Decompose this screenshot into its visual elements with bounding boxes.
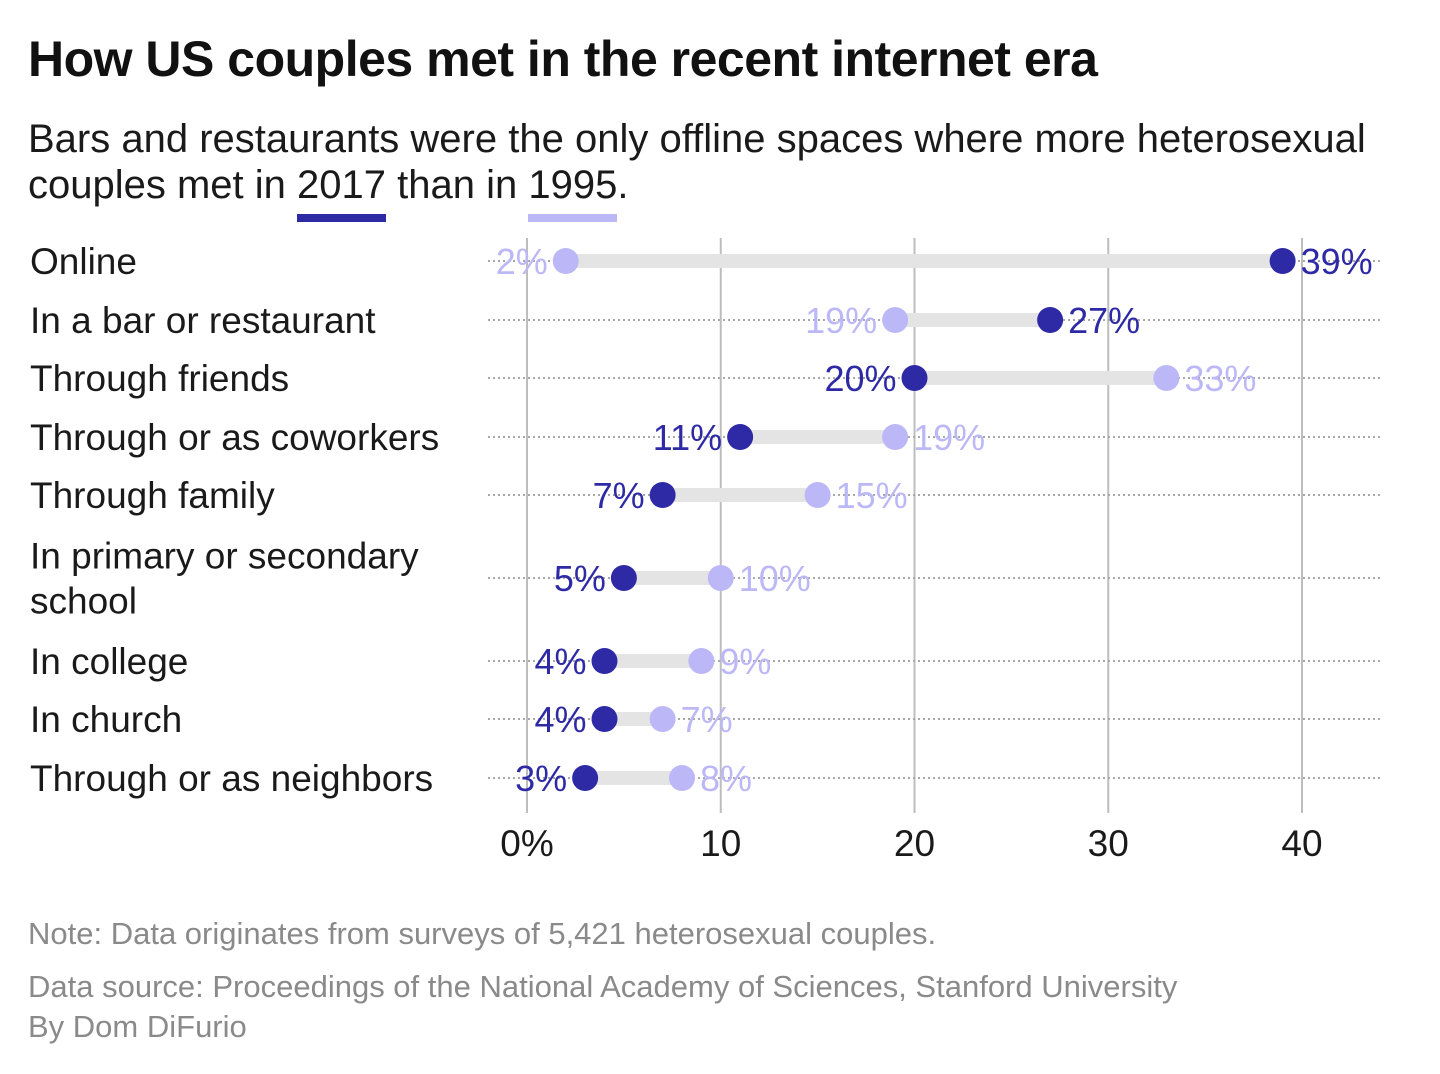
dot-1995 [804,482,831,508]
dot-2017 [591,648,618,674]
value-label-1995: 15% [836,475,908,516]
value-label-1995: 2% [496,241,548,282]
value-label-1995: 10% [739,558,811,599]
value-label-2017: 5% [554,558,606,599]
dot-1995 [688,648,715,674]
value-label-2017: 3% [515,758,567,799]
dot-2017 [1269,248,1296,274]
chart-title: How US couples met in the recent interne… [28,31,1098,87]
category-label: school [30,581,137,622]
value-label-1995: 8% [700,758,752,799]
value-label-1995: 9% [719,641,771,682]
category-label: Through family [30,475,275,516]
value-label-2017: 7% [593,475,645,516]
value-label-2017: 11% [653,417,722,458]
dot-1995 [552,248,579,274]
subtitle-text-end: . [617,163,629,207]
value-label-2017: 4% [534,699,586,740]
dot-2017 [649,482,676,508]
value-label-2017: 4% [534,641,586,682]
dumbbell-chart: 0% 10 20 30 40 Online 2% 39% In a bar or restaur… [30,238,1382,864]
dot-1995 [669,765,695,791]
value-label-1995: 19% [913,417,985,458]
category-label: Through friends [30,358,289,399]
category-label: Online [30,241,137,282]
dot-2017 [1037,307,1064,333]
dot-1995 [707,565,734,591]
value-label-2017: 27% [1068,300,1140,341]
dot-1995 [649,706,676,732]
chart-subtitle: Bars and restaurants were the only offli… [28,116,1408,222]
dot-1995 [1153,365,1180,391]
legend-year-1995: 1995 [528,163,618,222]
dot-2017 [591,706,618,732]
dot-1995 [882,424,909,450]
value-label-2017: 39% [1301,241,1373,282]
dot-2017 [610,565,637,591]
x-tick-label: 20 [894,823,935,864]
dot-2017 [901,365,928,391]
x-tick-label: 10 [700,823,741,864]
legend-year-2017: 2017 [297,163,387,222]
category-label: Through or as neighbors [30,758,433,799]
category-label: In church [30,699,182,740]
x-tick-label: 40 [1281,823,1322,864]
category-label: In a bar or restaurant [30,300,376,341]
footer-source: Data source: Proceedings of the National… [28,969,1178,1004]
category-label: In college [30,641,188,682]
category-label: In primary or secondary [30,536,419,577]
subtitle-text-start: Bars and restaurants were the only offli… [28,117,1366,207]
x-tick-label: 30 [1088,823,1129,864]
value-label-2017: 20% [824,358,896,399]
footer-byline: By Dom DiFurio [28,1009,247,1044]
subtitle-text-middle: than in [386,163,529,207]
dot-2017 [572,765,599,791]
value-label-1995: 7% [681,699,733,740]
value-label-1995: 19% [805,300,877,341]
value-label-1995: 33% [1184,358,1256,399]
x-tick-label: 0% [500,823,553,864]
category-label: Through or as coworkers [30,417,439,458]
footer-note: Note: Data originates from surveys of 5,… [28,916,937,951]
dot-2017 [727,424,754,450]
dot-1995 [882,307,909,333]
